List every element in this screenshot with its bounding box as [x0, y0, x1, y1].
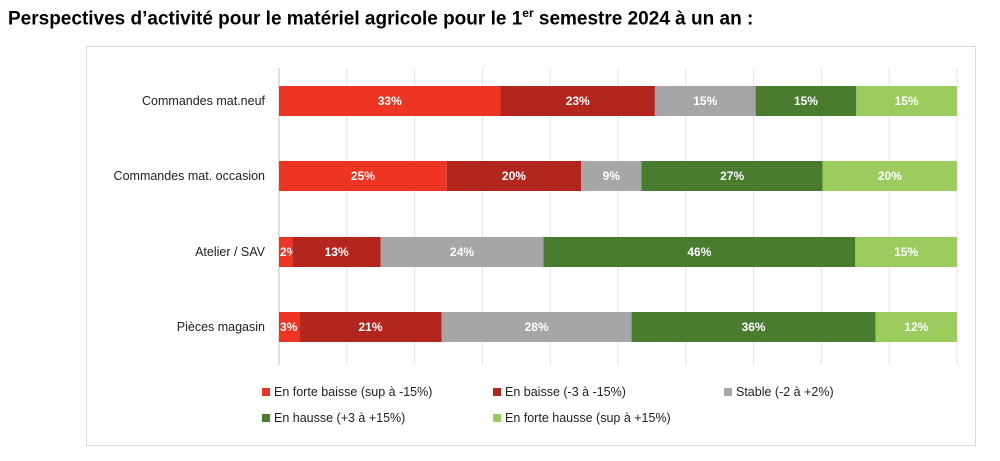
legend-label: En hausse (+3 à +15%)	[274, 411, 405, 425]
bar-segment	[631, 312, 876, 342]
bar-segment	[279, 86, 501, 116]
data-label: 20%	[878, 169, 902, 183]
bar-segment	[654, 86, 756, 116]
bar-segment	[279, 237, 293, 267]
data-label: 25%	[351, 169, 375, 183]
data-label: 27%	[720, 169, 744, 183]
data-label: 33%	[378, 94, 402, 108]
legend-label: En forte baisse (sup à -15%)	[274, 385, 432, 399]
bar-segment	[441, 312, 632, 342]
bar-segment	[446, 161, 582, 191]
category-label: Pièces magasin	[177, 320, 265, 334]
category-label: Commandes mat.neuf	[142, 94, 266, 108]
bar-segment	[279, 161, 447, 191]
bar-segment	[380, 237, 544, 267]
category-label: Commandes mat. occasion	[114, 169, 266, 183]
data-label: 24%	[450, 245, 474, 259]
data-label: 9%	[603, 169, 621, 183]
page-title: Perspectives d’activité pour le matériel…	[8, 6, 753, 30]
data-label: 21%	[359, 320, 383, 334]
data-label: 15%	[894, 245, 918, 259]
legend-label: En baisse (-3 à -15%)	[505, 385, 626, 399]
bar-segment	[822, 161, 957, 191]
bar-segment	[500, 86, 655, 116]
data-label: 15%	[895, 94, 919, 108]
legend-swatch	[493, 388, 501, 396]
data-label: 12%	[904, 320, 928, 334]
category-label: Atelier / SAV	[195, 245, 266, 259]
bar-segment	[581, 161, 642, 191]
title-suffix: semestre 2024 à un an :	[533, 8, 754, 30]
data-label: 46%	[687, 245, 711, 259]
bar-segment	[641, 161, 823, 191]
bar-segment	[279, 312, 300, 342]
title-superscript: er	[522, 6, 534, 20]
title-prefix: Perspectives d’activité pour le matériel…	[8, 8, 523, 30]
bar-segment	[855, 237, 957, 267]
bar-segment	[875, 312, 957, 342]
legend-swatch	[493, 414, 501, 422]
bar-segment	[755, 86, 857, 116]
data-label: 28%	[525, 320, 549, 334]
bar-segment	[856, 86, 957, 116]
bar-segment	[292, 237, 381, 267]
legend-swatch	[724, 388, 732, 396]
data-label: 15%	[794, 94, 818, 108]
data-label: 36%	[742, 320, 766, 334]
bar-segment	[543, 237, 856, 267]
data-label: 15%	[693, 94, 717, 108]
bar-segment	[299, 312, 442, 342]
data-label: 3%	[280, 320, 298, 334]
legend-swatch	[262, 388, 270, 396]
data-label: 20%	[502, 169, 526, 183]
legend-label: Stable (-2 à +2%)	[736, 385, 834, 399]
data-label: 23%	[566, 94, 590, 108]
legend-label: En forte hausse (sup à +15%)	[505, 411, 671, 425]
data-label: 13%	[325, 245, 349, 259]
legend-swatch	[262, 414, 270, 422]
